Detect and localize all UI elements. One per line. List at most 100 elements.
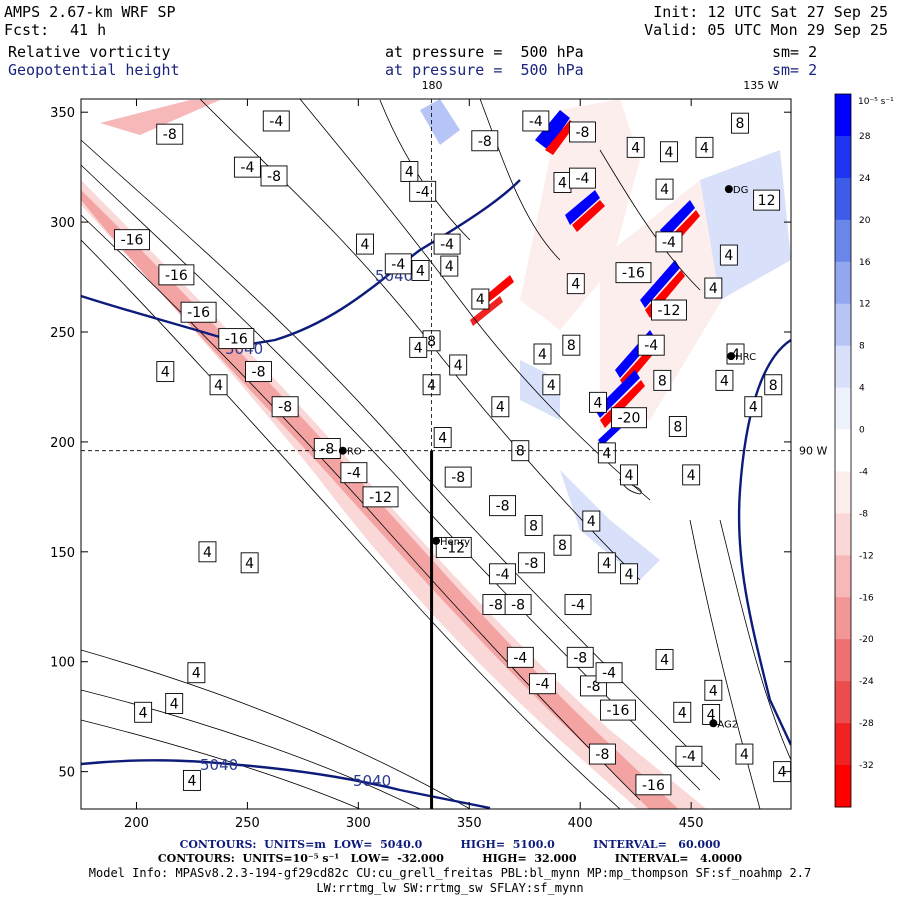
- vorticity-label-text-80: 4: [709, 281, 718, 297]
- vorticity-label-0: -8: [156, 123, 184, 145]
- vorticity-label-text-1: -4: [269, 114, 283, 130]
- x-tick-label-1: 250: [235, 816, 260, 831]
- vorticity-label-box-84: [655, 178, 674, 200]
- vorticity-label-box-36: [504, 594, 532, 616]
- vorticity-label-1: -4: [262, 110, 290, 132]
- vorticity-label-11: -16: [158, 264, 195, 286]
- station-layer: RO Henry HRC AG2 DG: [338, 185, 756, 730]
- colorbar-label-15: -28: [859, 719, 874, 729]
- vorticity-label-box-69: [597, 442, 616, 464]
- vorticity-label-box-31: [198, 541, 217, 563]
- vorticity-label-box-85: [626, 136, 645, 158]
- vorticity-label-text-84: 4: [660, 182, 669, 198]
- vorticity-label-text-85: 4: [631, 140, 640, 156]
- vorticity-label-3: -8: [471, 130, 499, 152]
- vorticity-label-91: 4: [566, 273, 585, 295]
- vorticity-label-box-34: [517, 552, 545, 574]
- vorticity-label-text-65: 4: [538, 347, 547, 363]
- streak-blue-1: [535, 110, 570, 150]
- vorticity-label-63: 4: [620, 563, 638, 585]
- positive-vorticity-south: [560, 470, 660, 580]
- vorticity-label-text-73: 8: [658, 373, 667, 389]
- vorticity-label-25: -8: [313, 438, 341, 459]
- vorticity-label-box-3: [471, 130, 499, 152]
- colorbar-swatch-0: [835, 94, 851, 137]
- vorticity-label-text-67: 4: [547, 378, 556, 394]
- vorticity-label-47: 4: [187, 662, 206, 684]
- colorbar-swatch-12: [835, 597, 851, 640]
- longitude-label-2: 90 W: [799, 445, 827, 458]
- x-tick-label-4: 400: [568, 816, 593, 831]
- vorticity-label-text-69: 4: [602, 446, 611, 462]
- colorbar-swatch-11: [835, 555, 851, 598]
- vorticity-label-text-33: -4: [496, 567, 510, 583]
- contour-line-7: [81, 689, 421, 809]
- colorbar-label-9: -4: [859, 467, 868, 477]
- vorticity-label-69: 4: [597, 442, 616, 464]
- vorticity-label-17: 4: [409, 336, 428, 358]
- vorticity-label-box-22: [449, 354, 468, 376]
- vorticity-label-36: -8: [504, 594, 532, 616]
- longitude-label-1: 135 W: [743, 79, 778, 92]
- vorticity-label-box-29: [489, 495, 517, 517]
- contour-line-13: [479, 99, 561, 261]
- vorticity-label-22: 4: [449, 354, 468, 376]
- x-tick-label-3: 350: [457, 816, 482, 831]
- colorbar-swatch-10: [835, 513, 851, 556]
- vorticity-label-52: 4: [704, 679, 723, 701]
- field1-name: Relative vorticity: [8, 43, 171, 61]
- field2-smoothing: sm= 2: [772, 61, 818, 79]
- vorticity-label-box-55: [735, 743, 754, 765]
- vorticity-label-82: -16: [615, 262, 652, 284]
- vorticity-label-box-65: [533, 343, 552, 365]
- vorticity-label-18: 4: [156, 361, 175, 383]
- colorbar-label-5: 12: [859, 300, 870, 310]
- vorticity-label-70: -20: [611, 407, 647, 429]
- height-label-4: 5040: [353, 772, 391, 790]
- vorticity-label-text-38: -4: [513, 650, 527, 666]
- vorticity-label-60: 8: [553, 534, 572, 556]
- vorticity-label-text-64: 8: [567, 338, 576, 354]
- vorticity-label-81: 4: [719, 244, 738, 266]
- vorticity-label-21: 4: [422, 374, 441, 396]
- vorticity-label-box-32: [240, 552, 259, 574]
- field2-pressure: at pressure = 500 hPa: [385, 61, 584, 79]
- field2-name: Geopotential height: [8, 61, 180, 79]
- vorticity-label-text-90: 4: [558, 176, 567, 192]
- vorticity-label-box-47: [187, 662, 206, 684]
- vorticity-label-5: -8: [260, 165, 288, 187]
- vorticity-label-text-23: -8: [278, 400, 292, 416]
- vorticity-label-77: 4: [715, 369, 734, 391]
- vorticity-label-text-10: -4: [440, 237, 454, 253]
- vorticity-label-text-74: 8: [673, 420, 682, 436]
- colorbar-label-16: -32: [859, 761, 874, 771]
- vorticity-label-box-16: [218, 328, 255, 350]
- contour-line-4: [81, 239, 621, 809]
- vorticity-label-62: 4: [597, 552, 616, 574]
- colorbar-label-2: 24: [859, 174, 871, 184]
- vorticity-label-text-28: -12: [369, 490, 392, 506]
- contour-line-6: [299, 99, 651, 501]
- vorticity-label-94: 4: [440, 255, 459, 277]
- vorticity-label-box-87: [731, 112, 749, 134]
- vorticity-label-box-94: [440, 255, 459, 277]
- vorticity-label-text-2: -4: [529, 114, 543, 130]
- vorticity-label-text-15: 8: [427, 334, 436, 350]
- y-tick-label-3: 200: [50, 436, 75, 451]
- vorticity-label-72: -12: [651, 299, 687, 321]
- vorticity-label-59: 8: [524, 514, 543, 536]
- vorticity-label-text-43: -16: [607, 703, 630, 719]
- vorticity-label-text-25: -8: [320, 442, 334, 458]
- vorticity-label-39: -8: [566, 646, 594, 668]
- vorticity-label-box-38: [506, 646, 534, 668]
- vorticity-label-box-70: [611, 407, 647, 429]
- vorticity-label-box-63: [620, 563, 638, 585]
- y-tick-label-6: 350: [50, 106, 75, 121]
- colorbar-swatch-16: [835, 765, 851, 808]
- vorticity-label-text-93: -4: [575, 171, 589, 187]
- vorticity-label-text-12: -4: [391, 257, 405, 273]
- vorticity-label-box-18: [156, 361, 175, 383]
- vorticity-label-95: 4: [471, 288, 490, 310]
- vorticity-label-23: -8: [271, 396, 299, 418]
- colorbar-swatch-5: [835, 303, 851, 347]
